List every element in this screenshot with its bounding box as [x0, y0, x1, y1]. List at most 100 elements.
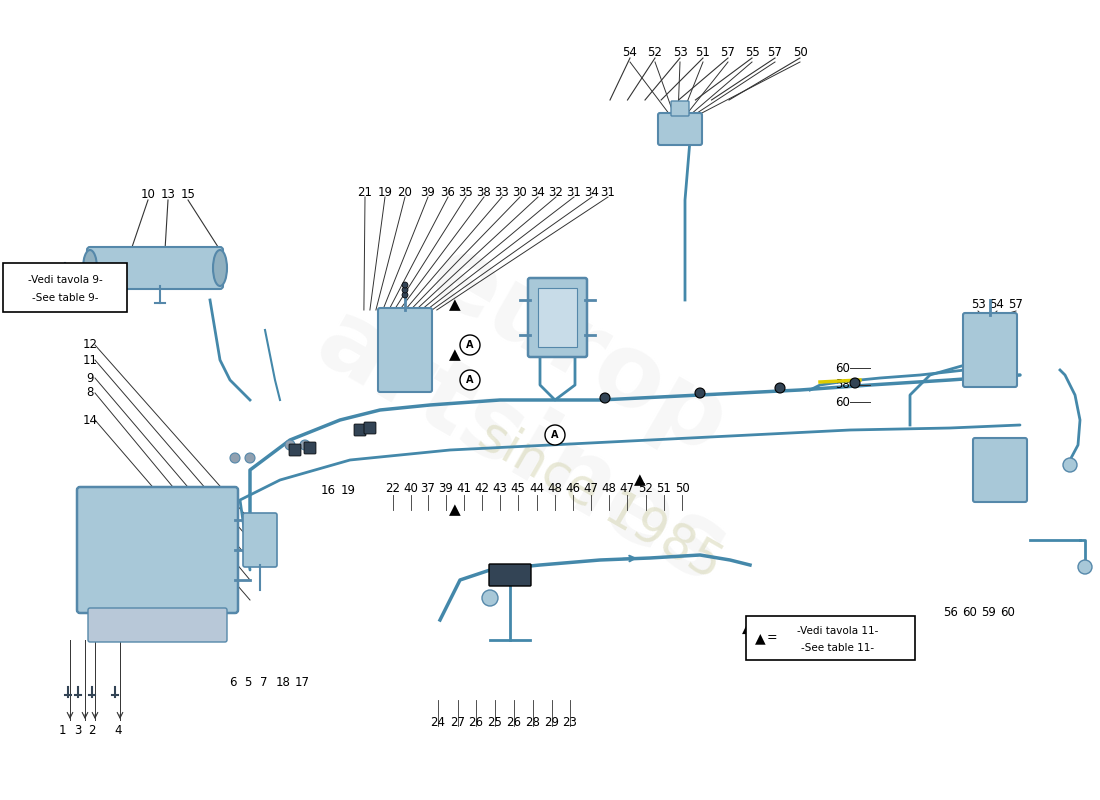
Text: 58: 58 [836, 378, 850, 391]
Text: A: A [551, 430, 559, 440]
FancyBboxPatch shape [974, 438, 1027, 502]
FancyBboxPatch shape [364, 422, 376, 434]
Text: =: = [752, 621, 763, 635]
FancyBboxPatch shape [658, 113, 702, 145]
Text: 25: 25 [487, 715, 503, 729]
Text: 34: 34 [584, 186, 600, 198]
Text: ▲: ▲ [755, 631, 766, 645]
Text: 45: 45 [510, 482, 526, 494]
Text: 48: 48 [548, 482, 562, 494]
Text: 60: 60 [962, 606, 978, 618]
Circle shape [460, 335, 480, 355]
Text: 3: 3 [75, 723, 81, 737]
Text: ▲: ▲ [634, 473, 646, 487]
Text: 36: 36 [441, 186, 455, 198]
Text: 13: 13 [161, 189, 175, 202]
Circle shape [482, 590, 498, 606]
Text: 53: 53 [970, 298, 986, 311]
Circle shape [230, 453, 240, 463]
Text: 33: 33 [495, 186, 509, 198]
Text: 50: 50 [793, 46, 807, 58]
FancyBboxPatch shape [243, 513, 277, 567]
Text: 21: 21 [358, 186, 373, 198]
Circle shape [1078, 560, 1092, 574]
FancyBboxPatch shape [289, 444, 301, 456]
Circle shape [245, 453, 255, 463]
Text: 9: 9 [86, 371, 94, 385]
Text: 48: 48 [602, 482, 616, 494]
Circle shape [402, 292, 408, 298]
FancyBboxPatch shape [538, 288, 578, 347]
FancyBboxPatch shape [746, 616, 915, 660]
Circle shape [850, 378, 860, 388]
Text: -See table 11-: -See table 11- [802, 643, 874, 653]
Text: ▲: ▲ [449, 347, 461, 362]
Circle shape [460, 370, 480, 390]
Text: 39: 39 [420, 186, 436, 198]
Text: 59: 59 [981, 606, 997, 618]
Text: -Vedi tavola 11-: -Vedi tavola 11- [798, 626, 879, 636]
FancyBboxPatch shape [87, 247, 223, 289]
Text: 2: 2 [88, 723, 96, 737]
Text: 19: 19 [341, 483, 355, 497]
Text: -See table 9-: -See table 9- [32, 293, 98, 303]
Text: -Vedi tavola 9-: -Vedi tavola 9- [28, 275, 102, 285]
Text: 57: 57 [768, 46, 782, 58]
Text: 1: 1 [58, 723, 66, 737]
Text: 35: 35 [459, 186, 473, 198]
FancyBboxPatch shape [671, 101, 689, 116]
Text: 37: 37 [420, 482, 436, 494]
Text: ▲: ▲ [449, 298, 461, 313]
Text: 31: 31 [601, 186, 615, 198]
Text: 38: 38 [476, 186, 492, 198]
Text: 31: 31 [566, 186, 582, 198]
Text: 15: 15 [180, 189, 196, 202]
Text: 51: 51 [695, 46, 711, 58]
FancyBboxPatch shape [962, 313, 1018, 387]
Text: 57: 57 [720, 46, 736, 58]
Text: ▲: ▲ [449, 502, 461, 518]
Text: 18: 18 [276, 675, 290, 689]
Circle shape [600, 393, 610, 403]
Text: 10: 10 [141, 189, 155, 202]
Text: 44: 44 [529, 482, 544, 494]
Text: 28: 28 [526, 715, 540, 729]
Text: 52: 52 [639, 482, 653, 494]
Text: 8: 8 [86, 386, 94, 399]
Text: 19: 19 [377, 186, 393, 198]
Text: 57: 57 [1009, 298, 1023, 311]
FancyBboxPatch shape [354, 424, 366, 436]
Text: ▲: ▲ [741, 619, 755, 637]
FancyBboxPatch shape [490, 564, 531, 586]
FancyBboxPatch shape [77, 487, 238, 613]
Circle shape [544, 425, 565, 445]
Text: =: = [767, 631, 778, 645]
Text: 17: 17 [295, 675, 309, 689]
Text: 40: 40 [404, 482, 418, 494]
FancyBboxPatch shape [88, 608, 227, 642]
Text: 26: 26 [469, 715, 484, 729]
Text: 6: 6 [229, 675, 236, 689]
Text: 47: 47 [619, 482, 635, 494]
Text: europ
artsines: europ artsines [300, 195, 800, 605]
FancyBboxPatch shape [528, 278, 587, 357]
Text: 22: 22 [385, 482, 400, 494]
Text: 5: 5 [244, 675, 252, 689]
Circle shape [285, 440, 295, 450]
Text: 54: 54 [990, 298, 1004, 311]
Text: 11: 11 [82, 354, 98, 366]
Text: 43: 43 [493, 482, 507, 494]
Circle shape [695, 388, 705, 398]
Circle shape [1063, 458, 1077, 472]
Text: 30: 30 [513, 186, 527, 198]
Text: 23: 23 [562, 715, 578, 729]
Circle shape [300, 440, 310, 450]
Text: 12: 12 [82, 338, 98, 351]
Text: 41: 41 [456, 482, 472, 494]
Text: 20: 20 [397, 186, 412, 198]
Ellipse shape [82, 250, 97, 286]
Text: A: A [466, 375, 474, 385]
Text: 54: 54 [623, 46, 637, 58]
Text: 55: 55 [745, 46, 759, 58]
Text: 32: 32 [549, 186, 563, 198]
